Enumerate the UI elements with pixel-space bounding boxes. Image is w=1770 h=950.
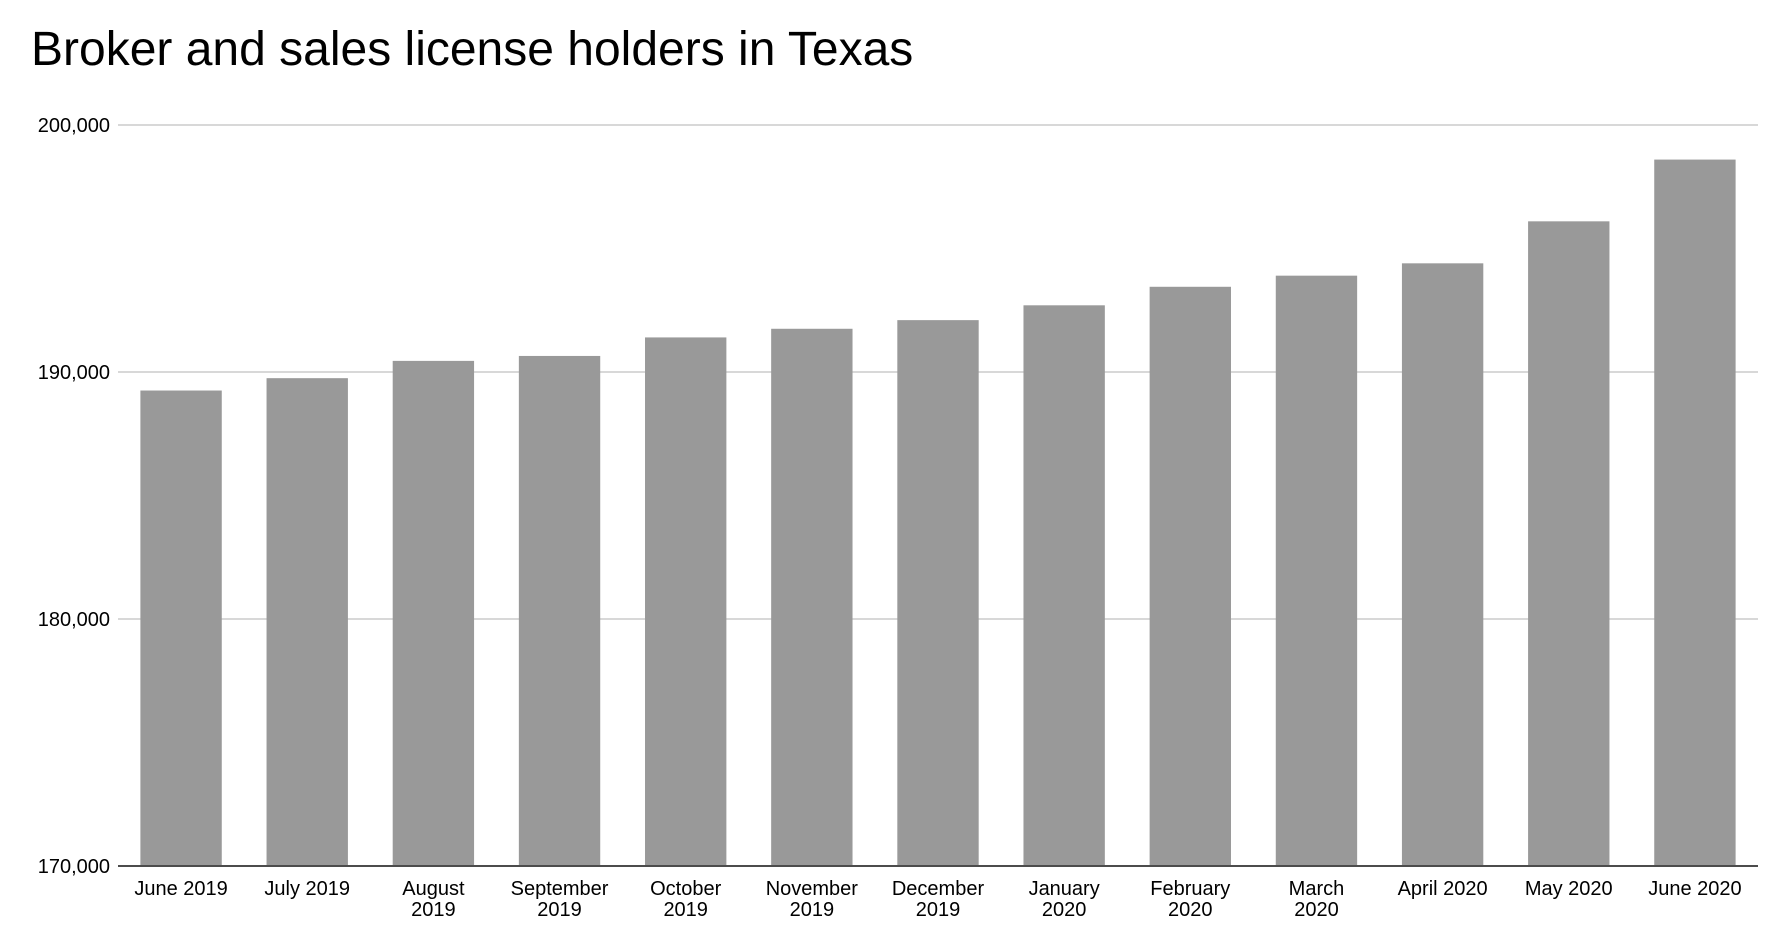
x-tick-label: March 2020 (1289, 878, 1345, 921)
bar (392, 360, 475, 866)
bar (140, 390, 222, 866)
bar (1528, 221, 1610, 866)
bar (1654, 159, 1736, 866)
bar (897, 320, 979, 866)
x-tick-label: April 2020 (1398, 878, 1488, 900)
x-tick-label: November 2019 (766, 878, 859, 921)
chart-title: Broker and sales license holders in Texa… (31, 23, 914, 76)
bar (771, 328, 853, 866)
y-tick-label: 190,000 (38, 362, 110, 384)
bar (518, 355, 601, 866)
y-tick-label: 200,000 (38, 115, 110, 137)
x-tick-label: September 2019 (511, 878, 609, 921)
bar (1023, 305, 1105, 866)
x-tick-label: December 2019 (892, 878, 985, 921)
bar (266, 378, 348, 866)
bar (1401, 263, 1484, 866)
bar (1275, 275, 1358, 866)
y-tick-label: 180,000 (38, 609, 110, 631)
bar (1149, 286, 1231, 866)
x-tick-label: February 2020 (1150, 878, 1230, 921)
y-tick-label: 170,000 (38, 856, 110, 878)
x-tick-label: May 2020 (1525, 878, 1613, 900)
x-tick-label: June 2020 (1648, 878, 1741, 900)
x-tick-label: June 2019 (134, 878, 227, 900)
x-tick-label: July 2019 (264, 878, 350, 900)
x-tick-label: August 2019 (402, 878, 465, 921)
bar (645, 337, 727, 866)
x-tick-label: October 2019 (650, 878, 721, 921)
x-tick-label: January 2020 (1029, 878, 1100, 921)
